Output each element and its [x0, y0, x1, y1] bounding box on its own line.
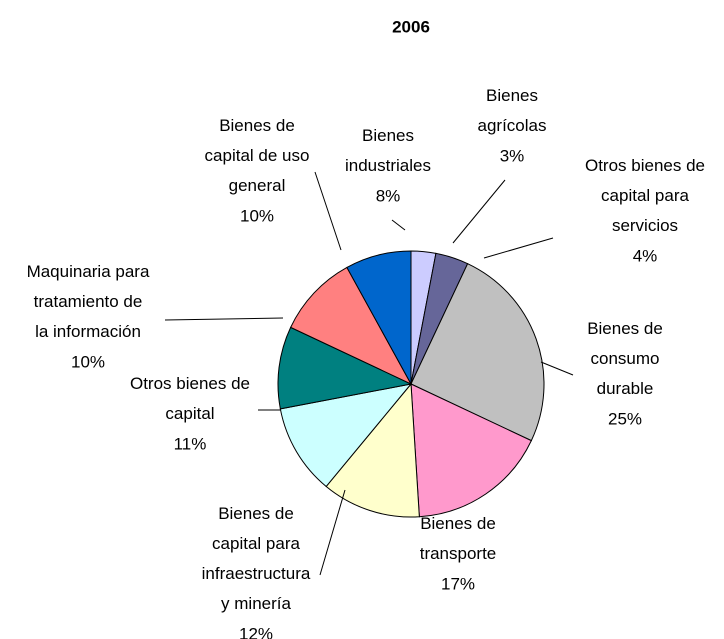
leader-line	[540, 361, 574, 376]
slice-value-label: 25%	[608, 409, 642, 428]
leader-line	[483, 237, 554, 259]
slice-value-label: 3%	[500, 146, 525, 165]
pie-slice	[325, 382, 420, 518]
slice-value-label: 11%	[174, 434, 207, 453]
chart-title: 2006	[392, 17, 430, 36]
pie-slice	[289, 266, 413, 386]
slice-label: Otros bienes de capital	[130, 374, 250, 423]
slice-label: Bienes agrícolas	[478, 86, 547, 135]
leader-line	[452, 179, 506, 244]
slice-label: Maquinaria para tratamiento de la informac…	[27, 262, 150, 341]
leader-line	[391, 219, 406, 231]
slice-label: Otros bienes de capital para servicios	[585, 156, 705, 235]
leader-line	[164, 317, 284, 321]
slice-value-label: 10%	[240, 206, 274, 225]
slice-label: Bienes de transporte	[420, 514, 497, 563]
pie-slice	[410, 383, 533, 518]
slice-value-label: 17%	[441, 574, 475, 593]
leader-line	[314, 171, 342, 251]
slice-value-label: 8%	[376, 186, 401, 205]
slice-value-label: 10%	[71, 352, 105, 371]
slice-value-label: 12%	[239, 624, 273, 639]
pie-slice	[279, 383, 413, 488]
pie-slice	[346, 250, 412, 385]
pie-slice	[410, 262, 545, 442]
slice-label: Bienes industriales	[345, 126, 431, 175]
slice-label: Bienes de capital para infraestructura y mi…	[202, 504, 311, 613]
slice-label: Bienes de consumo durable	[587, 319, 663, 398]
slice-value-label: 4%	[633, 246, 658, 265]
slice-label: Bienes de capital de uso general	[205, 116, 310, 195]
pie-slice	[277, 326, 413, 410]
leader-line	[319, 489, 346, 576]
